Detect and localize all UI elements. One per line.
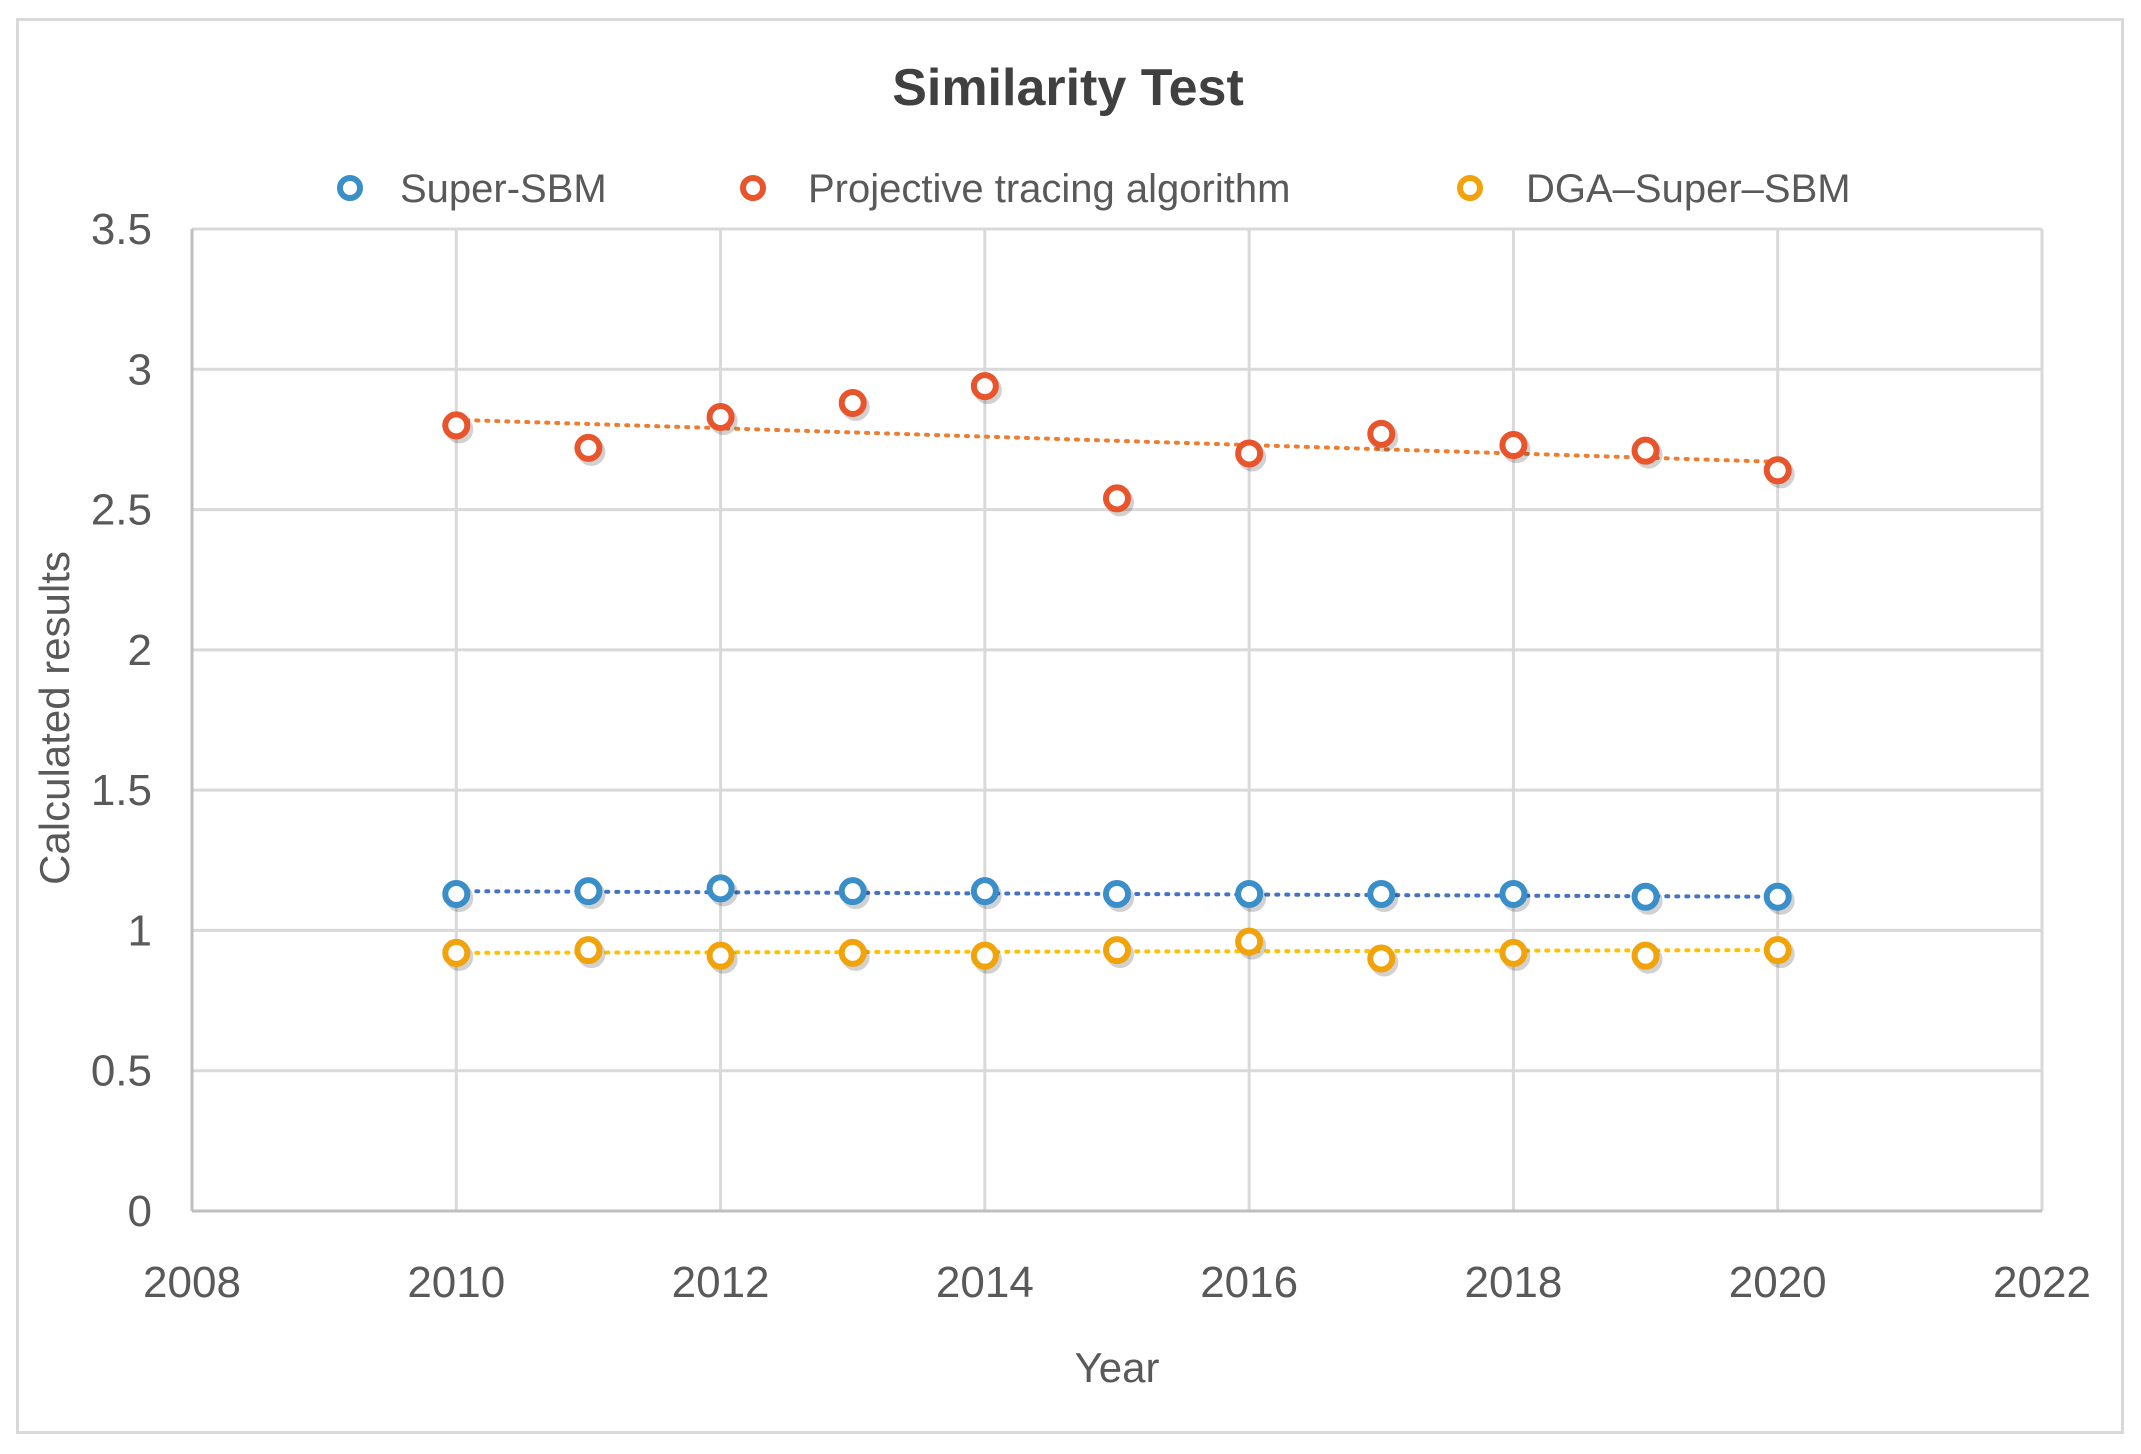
y-tick-label: 0.5 <box>91 1047 152 1096</box>
legend-label-dga-super-sbm: DGA–Super–SBM <box>1526 167 1851 211</box>
data-point-series-2 <box>970 941 999 970</box>
data-point-series-0 <box>442 879 471 908</box>
data-point-series-2 <box>1367 944 1396 973</box>
chart-title: Similarity Test <box>892 59 1244 117</box>
y-axis-title: Calculated results <box>31 551 78 885</box>
data-point-series-0 <box>1631 882 1660 911</box>
x-tick-label: 2016 <box>1200 1258 1298 1307</box>
legend-label-projective-tracing: Projective tracing algorithm <box>808 167 1290 211</box>
data-points <box>442 372 1795 977</box>
data-point-series-1 <box>442 411 471 440</box>
data-point-series-0 <box>574 877 603 906</box>
data-point-series-0 <box>1367 879 1396 908</box>
legend-marker-projective-tracing <box>740 175 766 201</box>
chart-frame <box>16 18 2124 1434</box>
data-point-series-2 <box>838 938 867 967</box>
data-point-series-2 <box>706 941 735 970</box>
data-point-series-1 <box>1631 436 1660 465</box>
data-point-series-1 <box>574 433 603 462</box>
x-tick-label: 2022 <box>1993 1258 2091 1307</box>
y-tick-label: 3 <box>128 345 152 394</box>
data-point-series-0 <box>1763 882 1792 911</box>
data-point-series-0 <box>1235 879 1264 908</box>
x-tick-label: 2014 <box>936 1258 1034 1307</box>
data-point-series-0 <box>1499 879 1528 908</box>
data-point-series-0 <box>970 877 999 906</box>
data-point-series-2 <box>1631 941 1660 970</box>
data-point-series-0 <box>1103 879 1131 908</box>
data-point-series-2 <box>574 936 603 965</box>
y-tick-label: 2 <box>128 626 152 675</box>
data-point-series-1 <box>1763 456 1792 485</box>
data-point-series-0 <box>838 877 867 906</box>
x-tick-label: 2010 <box>407 1258 505 1307</box>
legend: Super-SBM Projective tracing algorithm D… <box>337 167 1851 211</box>
gridlines <box>190 227 2044 1213</box>
data-point-series-2 <box>442 938 471 967</box>
x-tick-label: 2008 <box>143 1258 241 1307</box>
data-point-series-2 <box>1499 938 1528 967</box>
legend-marker-super-sbm <box>337 175 363 201</box>
data-point-series-2 <box>1103 936 1131 965</box>
legend-label-super-sbm: Super-SBM <box>400 167 607 211</box>
axes <box>190 229 2042 1213</box>
x-tick-label: 2018 <box>1464 1258 1562 1307</box>
data-point-series-0 <box>706 874 735 903</box>
tick-labels: 0 0.5 1 1.5 2 2.5 3 3.5 2008 2010 2012 2014 2016 2018… <box>91 205 2091 1307</box>
data-point-series-1 <box>1103 484 1131 513</box>
data-point-series-2 <box>1763 936 1792 965</box>
x-tick-label: 2020 <box>1729 1258 1827 1307</box>
legend-item-projective-tracing[interactable]: Projective tracing algorithm <box>740 167 1290 211</box>
x-axis-title: Year <box>1075 1344 1160 1391</box>
y-tick-label: 2.5 <box>91 486 152 535</box>
data-point-series-1 <box>970 372 999 401</box>
legend-item-super-sbm[interactable]: Super-SBM <box>337 167 607 211</box>
y-tick-label: 0 <box>128 1187 152 1236</box>
y-tick-label: 1.5 <box>91 766 152 815</box>
trendline-series-1 <box>454 417 1780 464</box>
data-point-series-1 <box>1367 419 1396 448</box>
data-point-series-1 <box>1235 439 1264 468</box>
y-tick-label: 3.5 <box>91 205 152 254</box>
data-point-series-1 <box>706 402 735 431</box>
data-point-series-1 <box>1499 431 1528 460</box>
data-point-series-1 <box>838 388 867 417</box>
legend-item-dga-super-sbm[interactable]: DGA–Super–SBM <box>1457 167 1851 211</box>
legend-marker-dga-super-sbm <box>1457 175 1483 201</box>
x-tick-label: 2012 <box>672 1258 770 1307</box>
y-tick-label: 1 <box>128 906 152 955</box>
data-point-series-2 <box>1235 927 1264 956</box>
